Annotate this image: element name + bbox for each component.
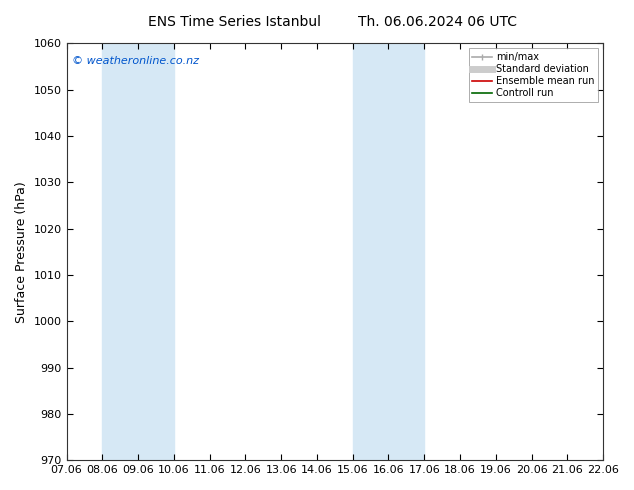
Text: Th. 06.06.2024 06 UTC: Th. 06.06.2024 06 UTC xyxy=(358,15,517,29)
Text: ENS Time Series Istanbul: ENS Time Series Istanbul xyxy=(148,15,321,29)
Bar xyxy=(102,44,174,460)
Bar xyxy=(353,44,424,460)
Y-axis label: Surface Pressure (hPa): Surface Pressure (hPa) xyxy=(15,181,28,323)
Text: © weatheronline.co.nz: © weatheronline.co.nz xyxy=(72,56,199,66)
Legend: min/max, Standard deviation, Ensemble mean run, Controll run: min/max, Standard deviation, Ensemble me… xyxy=(469,49,598,102)
